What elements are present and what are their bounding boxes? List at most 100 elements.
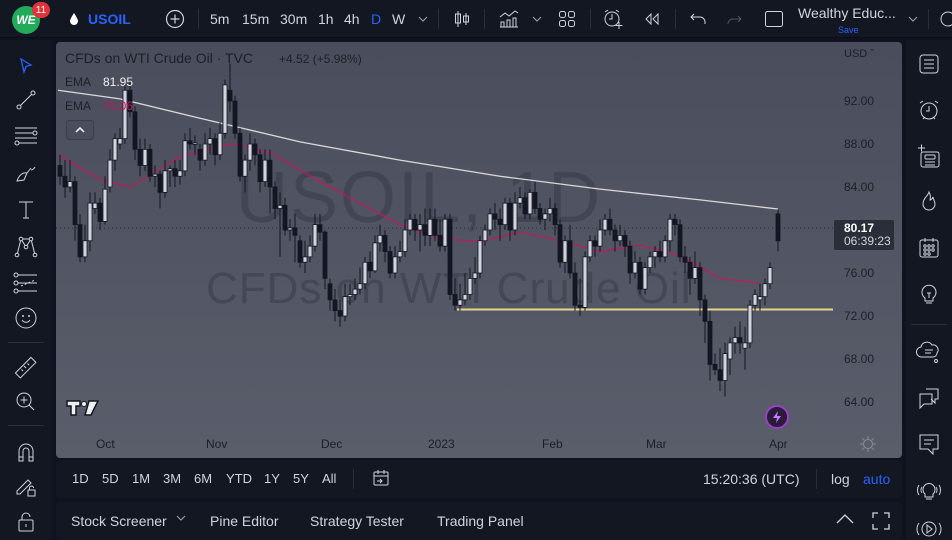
symbol-icon (64, 0, 84, 38)
hotlists-flame-icon[interactable] (915, 188, 943, 216)
messages-bubbles-icon[interactable] (915, 384, 943, 412)
tab-trading-panel[interactable]: Trading Panel (437, 513, 524, 529)
price-tick: 84.00 (844, 180, 875, 194)
range-all[interactable]: All (322, 471, 337, 486)
brush-icon[interactable] (12, 160, 40, 188)
divider (353, 469, 354, 489)
compare-add-symbol-button[interactable] (162, 0, 188, 38)
avatar-initials: WE (16, 13, 36, 27)
chevron-down-icon: ˇ (870, 48, 874, 60)
range-1m[interactable]: 1M (132, 471, 151, 486)
ema-fast-value: 75.06 (103, 99, 134, 113)
calendar-icon[interactable] (915, 234, 943, 262)
auto-scale-toggle[interactable]: auto (863, 471, 891, 487)
live-play-icon[interactable] (915, 518, 943, 540)
currency-dropdown[interactable]: USD ˇ (844, 48, 874, 60)
interval-5m[interactable]: 5m (210, 11, 230, 27)
time-tick: Nov (206, 437, 228, 451)
chat-notes-icon[interactable] (915, 430, 943, 458)
divider (484, 9, 485, 29)
symbol-search-button[interactable]: USOIL (88, 11, 131, 27)
legend-collapse-button[interactable] (66, 120, 94, 140)
maximize-panel-icon[interactable] (872, 512, 890, 530)
alerts-clock-icon[interactable] (915, 96, 943, 124)
chart-pane[interactable]: USOIL, 1D CFDs on WTI Crude Oil CFDs on … (56, 42, 902, 458)
screener-dropdown-chevron-icon[interactable] (176, 515, 186, 521)
trend-line-icon[interactable] (12, 86, 40, 114)
candlestick-chart[interactable] (56, 42, 902, 458)
lock-drawings-pencil-icon[interactable] (12, 472, 40, 500)
tab-strategy-tester[interactable]: Strategy Tester (310, 513, 404, 529)
undo-icon[interactable] (686, 0, 710, 38)
range-1d[interactable]: 1D (72, 471, 89, 486)
expand-panel-chevron-up-icon[interactable] (836, 514, 854, 524)
divider (8, 342, 44, 343)
ruler-measure-icon[interactable] (12, 354, 40, 382)
tab-stock-screener[interactable]: Stock Screener (71, 513, 167, 529)
tradingview-logo[interactable] (66, 399, 100, 417)
interval-1h[interactable]: 1h (318, 11, 334, 27)
tab-pine-editor[interactable]: Pine Editor (210, 513, 279, 529)
text-tool-icon[interactable] (12, 196, 40, 224)
zoom-in-icon[interactable] (12, 388, 40, 416)
range-5d[interactable]: 5D (102, 471, 119, 486)
pattern-icon[interactable] (12, 232, 40, 260)
price-tick: 92.00 (844, 94, 875, 108)
range-1y[interactable]: 1Y (264, 471, 280, 486)
chats-cloud-icon[interactable] (915, 338, 943, 366)
interval-4h[interactable]: 4h (344, 11, 360, 27)
alert-clock-icon[interactable] (600, 0, 626, 38)
legend-ema-fast[interactable]: EMA 75.06 (65, 99, 133, 113)
emoji-smiley-icon[interactable] (12, 304, 40, 332)
fib-lines-icon[interactable] (12, 122, 40, 150)
legend-symbol-title[interactable]: CFDs on WTI Crude Oil · TVC (65, 50, 253, 66)
legend-ema-slow[interactable]: EMA 81.95 (65, 75, 133, 89)
interval-dropdown-chevron-icon[interactable] (416, 0, 430, 38)
time-tick: Oct (96, 437, 115, 451)
candles-chart-type-icon[interactable] (450, 0, 474, 38)
layout-name[interactable]: Wealthy Educ... (798, 5, 896, 21)
divider (675, 9, 676, 29)
go-to-date-calendar-icon[interactable] (372, 469, 390, 487)
replay-rewind-icon[interactable] (640, 0, 664, 38)
data-window-add-icon[interactable] (915, 142, 943, 170)
range-ytd[interactable]: YTD (226, 471, 252, 486)
ema-label: EMA (65, 99, 92, 113)
interval-30m[interactable]: 30m (280, 11, 308, 27)
price-tick: 88.00 (844, 137, 875, 151)
lock-icon[interactable] (12, 508, 40, 536)
interval-w[interactable]: W (392, 11, 406, 27)
forecast-projection-icon[interactable] (12, 269, 40, 297)
magnet-icon[interactable] (12, 438, 40, 466)
ideas-lightbulb-icon[interactable] (915, 280, 943, 308)
cursor-arrow-icon[interactable] (12, 52, 40, 80)
watchlist-icon[interactable] (915, 50, 943, 78)
bolt-event-icon[interactable] (765, 405, 789, 429)
last-price-label: 80.17 06:39:23 (834, 220, 894, 250)
save-layout-button[interactable]: Save (838, 25, 859, 35)
indicators-icon[interactable] (497, 0, 521, 38)
date-range-bar: 1D 5D 1M 3M 6M YTD 1Y 5Y All 15:20:36 (U… (56, 460, 902, 498)
quick-search-icon[interactable] (936, 0, 952, 38)
utc-clock[interactable]: 15:20:36 (UTC) (703, 471, 800, 487)
top-toolbar: WE 11 USOIL 5m 15m 30m 1h 4h D W (0, 0, 952, 38)
ema-slow-value: 81.95 (103, 75, 134, 89)
range-5y[interactable]: 5Y (293, 471, 309, 486)
price-axis[interactable]: USD ˇ 92.00 88.00 84.00 76.00 72.00 68.0… (834, 42, 902, 458)
indicators-dropdown-chevron-icon[interactable] (531, 0, 543, 38)
bottom-panel-tabs: Stock Screener Pine Editor Strategy Test… (56, 502, 902, 540)
fullscreen-square-icon[interactable] (762, 0, 786, 38)
interval-d[interactable]: D (371, 11, 382, 27)
price-tick: 68.00 (844, 352, 875, 366)
layout-grid-icon[interactable] (555, 0, 579, 38)
divider (928, 9, 929, 29)
log-scale-toggle[interactable]: log (831, 471, 850, 487)
range-3m[interactable]: 3M (163, 471, 182, 486)
time-tick: Feb (542, 437, 563, 451)
range-6m[interactable]: 6M (194, 471, 213, 486)
streams-lightbulb-icon[interactable] (915, 476, 943, 504)
chart-settings-gear-icon[interactable] (859, 435, 877, 453)
interval-15m[interactable]: 15m (242, 11, 270, 27)
divider (911, 324, 947, 325)
layout-dropdown-chevron-icon[interactable] (906, 0, 920, 38)
